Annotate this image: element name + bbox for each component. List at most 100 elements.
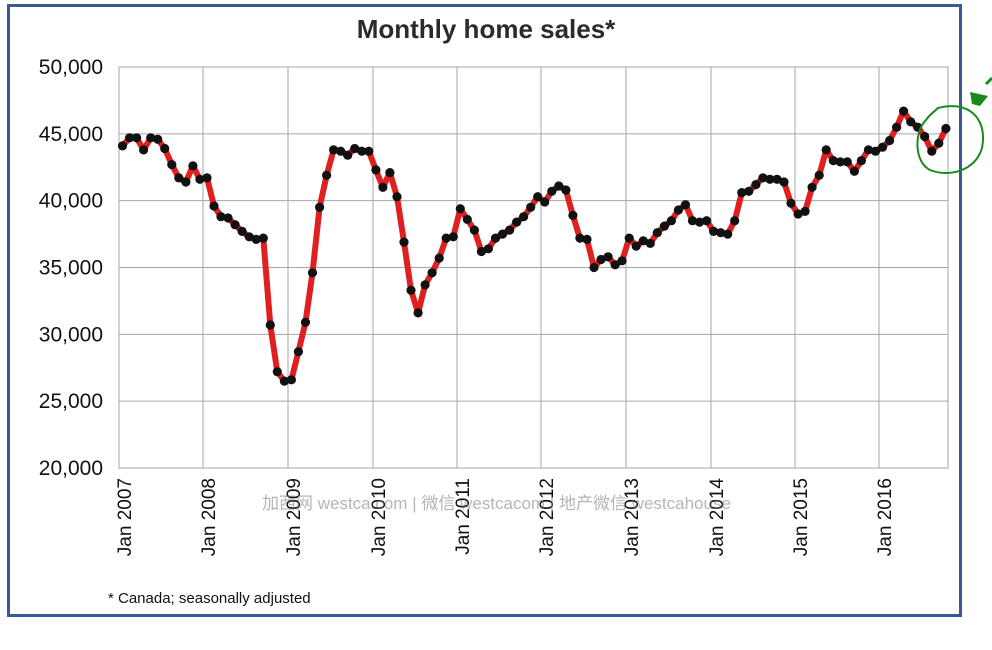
data-point [230,220,240,230]
data-point [589,262,599,273]
data-point [659,221,670,231]
data-point [765,174,775,184]
data-point [885,135,895,146]
data-point [673,205,684,215]
data-point [511,217,522,227]
data-point [610,260,620,270]
data-point [737,188,747,198]
data-point [462,214,472,224]
data-point [617,256,627,266]
data-point [744,186,754,196]
y-tick-label: 40,000 [39,190,103,213]
data-point [125,133,135,143]
y-tick-label: 30,000 [39,323,103,346]
data-point [483,244,493,254]
data-point [455,204,465,214]
data-point [406,285,416,295]
data-point [265,320,275,330]
data-point [399,237,409,247]
data-point [814,170,824,180]
data-point [413,308,423,318]
data-point [146,133,156,143]
data-point [202,173,212,183]
data-point [652,228,662,238]
data-point [582,234,592,244]
y-axis-ticks: 20,000 25,000 30,000 35,000 40,000 45,000 50,0… [39,56,103,480]
y-tick-label: 25,000 [39,390,103,413]
data-point [322,170,332,180]
data-point [364,146,374,156]
data-point [385,168,395,178]
data-point [751,180,761,190]
data-point [821,145,831,155]
data-point [526,202,536,212]
data-point [870,146,881,156]
data-point [856,156,867,166]
data-point [329,145,339,155]
data-point [160,143,170,154]
data-point [927,146,937,156]
data-point [251,234,261,244]
gridlines [118,66,949,469]
data-point [849,166,860,176]
x-tick-label: Jan 2015 [791,478,812,556]
data-point [695,217,705,227]
data-point [547,186,557,196]
data-point [153,134,163,144]
data-point [343,150,353,160]
data-point [117,141,128,151]
data-point [315,202,325,212]
x-tick-label: Jan 2007 [115,478,136,556]
highlight-circle [916,105,985,174]
data-point [772,174,782,184]
data-point [286,375,296,385]
data-point [244,232,254,242]
chart-frame [7,4,962,617]
data-point [174,173,184,183]
data-point [469,225,479,235]
data-point [216,212,226,222]
data-point [793,209,803,219]
data-point [139,145,149,155]
data-point [877,142,888,152]
data-point [666,216,677,226]
data-point [702,216,712,226]
data-point [371,165,381,175]
data-point [181,177,191,187]
data-point [448,232,458,242]
data-point [258,233,268,243]
data-point [624,233,634,243]
data-point [505,225,515,235]
data-point [934,138,944,148]
data-point [561,185,571,195]
data-point [645,238,655,248]
data-point [638,236,648,246]
data-point [758,173,768,183]
data-point [723,229,733,239]
data-point [497,229,508,239]
x-tick-label: Jan 2012 [537,478,558,556]
data-point [490,233,501,243]
data-point [434,253,444,263]
data-point [307,268,318,278]
data-point [842,157,852,167]
y-tick-label: 45,000 [39,123,103,146]
data-point [209,201,219,211]
data-point [941,123,951,134]
data-point [568,210,578,220]
x-tick-label: Jan 2014 [707,478,728,557]
data-point [892,122,902,132]
x-tick-label: Jan 2013 [622,478,643,556]
data-point [350,143,360,154]
y-tick-label: 35,000 [39,257,103,280]
x-tick-label: Jan 2011 [453,478,474,555]
data-point [195,174,205,184]
data-point [730,216,740,226]
data-point [863,145,874,155]
data-point [378,182,388,192]
watermark: 加西网 westca.com | 微信 westcacom | 地产微信 wes… [262,494,731,513]
data-point [835,157,845,167]
data-point [272,367,282,377]
data-point [575,233,585,243]
